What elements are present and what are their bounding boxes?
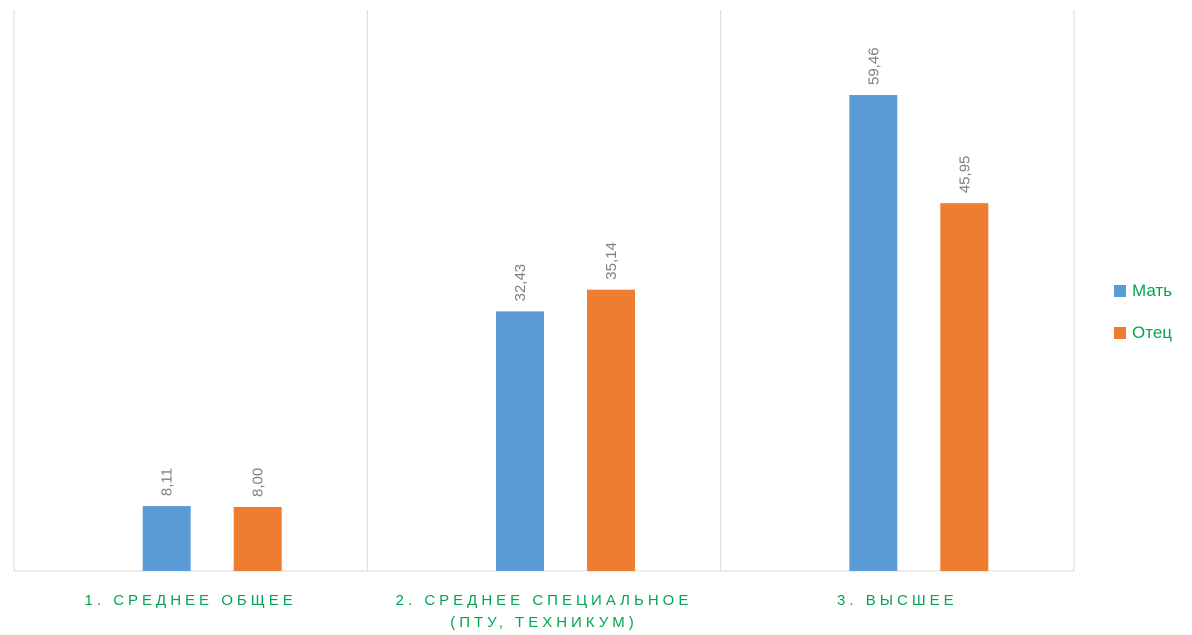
data-label: 8,00 — [250, 468, 267, 497]
data-label: 35,14 — [603, 242, 620, 280]
data-label: 8,11 — [159, 468, 176, 496]
legend: Мать Отец — [1114, 280, 1172, 364]
legend-label-father: Отец — [1132, 323, 1173, 342]
legend-label-mother: Мать — [1132, 281, 1173, 300]
bar-father — [233, 506, 282, 571]
bar-mother — [496, 311, 544, 571]
legend-item-father: Отец — [1114, 322, 1172, 344]
bar-mother — [849, 95, 898, 571]
bar-father — [587, 289, 635, 571]
bar-father — [940, 203, 989, 571]
data-label: 32,43 — [512, 264, 529, 302]
legend-swatch-mother — [1114, 285, 1126, 297]
bar-mother — [142, 506, 191, 571]
legend-item-mother: Мать — [1114, 280, 1172, 302]
category-label: 3. ВЫСШЕЕ — [837, 592, 958, 609]
category-label: 2. СРЕДНЕЕ СПЕЦИАЛЬНОЕ (ПТУ, ТЕХНИКУМ) — [395, 592, 693, 631]
category-label: 1. СРЕДНЕЕ ОБЩЕЕ — [84, 592, 297, 609]
legend-swatch-father — [1114, 327, 1126, 339]
data-label: 59,46 — [865, 47, 882, 85]
data-label: 45,95 — [956, 156, 973, 194]
